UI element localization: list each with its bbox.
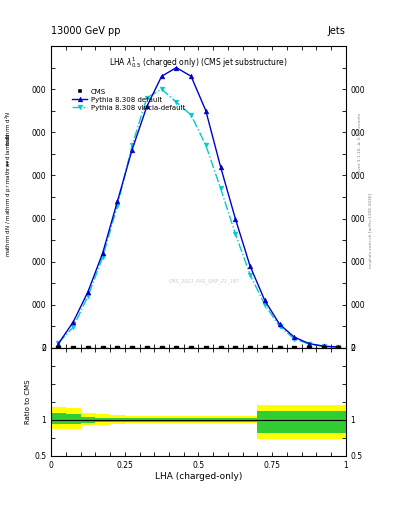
Text: CMS_2021_PAS_SMP_21_187: CMS_2021_PAS_SMP_21_187 bbox=[169, 279, 240, 284]
Text: LHA $\lambda^{1}_{0.5}$ (charged only) (CMS jet substructure): LHA $\lambda^{1}_{0.5}$ (charged only) (… bbox=[109, 55, 288, 70]
X-axis label: LHA (charged-only): LHA (charged-only) bbox=[155, 472, 242, 481]
Text: mathrm dN / mathrm d p$_T$ mathrm d lambda: mathrm dN / mathrm d p$_T$ mathrm d lamb… bbox=[4, 132, 13, 257]
Text: 13000 GeV pp: 13000 GeV pp bbox=[51, 26, 121, 36]
Text: mcplots.cern.ch [arXiv:1306.3436]: mcplots.cern.ch [arXiv:1306.3436] bbox=[369, 193, 373, 268]
Text: 1: 1 bbox=[4, 161, 8, 167]
Text: Jets: Jets bbox=[328, 26, 346, 36]
Y-axis label: Ratio to CMS: Ratio to CMS bbox=[25, 379, 31, 424]
Text: Rivet 3.1.10, ≥ 3.2M events: Rivet 3.1.10, ≥ 3.2M events bbox=[358, 113, 362, 174]
Legend: CMS, Pythia 8.308 default, Pythia 8.308 vincia-default: CMS, Pythia 8.308 default, Pythia 8.308 … bbox=[69, 86, 188, 114]
Text: mathrm d$^2$N: mathrm d$^2$N bbox=[4, 110, 13, 146]
